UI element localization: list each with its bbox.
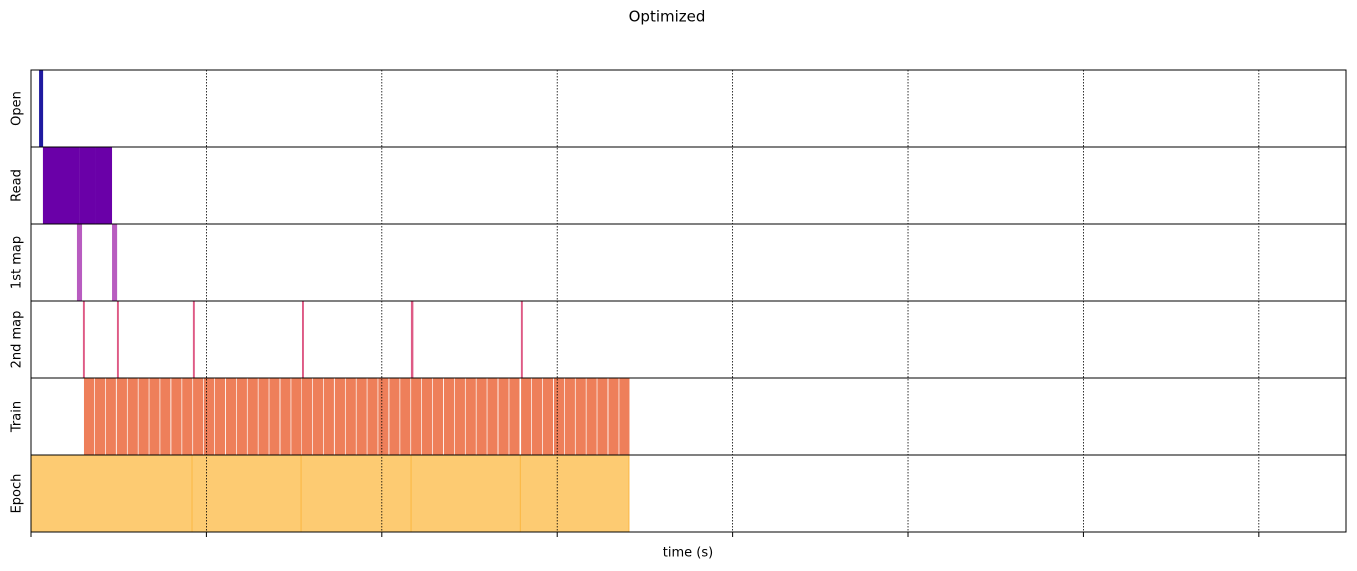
bar <box>301 301 304 378</box>
row-label: 1st map <box>10 236 25 289</box>
row-label: Read <box>10 169 25 202</box>
bar <box>149 378 160 455</box>
bar <box>608 378 619 455</box>
bar <box>498 378 509 455</box>
bar <box>258 378 269 455</box>
bar <box>39 70 44 147</box>
bar <box>94 378 106 455</box>
bar <box>553 378 565 455</box>
bar <box>487 378 498 455</box>
plot-frame <box>30 69 1347 533</box>
bar <box>421 378 433 455</box>
row <box>42 147 113 224</box>
bar <box>520 301 523 378</box>
bar <box>138 378 149 455</box>
bar <box>76 224 83 301</box>
bar <box>454 378 465 455</box>
bar <box>42 147 61 224</box>
bar <box>182 378 193 455</box>
row-label: Epoch <box>10 474 25 514</box>
bar <box>301 378 313 455</box>
bar <box>334 378 345 455</box>
bar <box>82 301 85 378</box>
row <box>82 301 523 378</box>
bar <box>432 378 444 455</box>
bar <box>160 378 171 455</box>
bar <box>60 147 80 224</box>
bar <box>214 378 225 455</box>
bar <box>345 378 356 455</box>
bar <box>291 378 302 455</box>
bar <box>312 378 324 455</box>
row <box>39 70 44 147</box>
bar <box>30 454 193 533</box>
bar <box>112 224 118 301</box>
bar <box>410 301 414 378</box>
bar <box>171 378 182 455</box>
x-axis-label: time (s) <box>663 546 713 561</box>
bar <box>127 378 138 455</box>
bar <box>542 378 554 455</box>
bar <box>586 378 597 455</box>
bar <box>192 301 195 378</box>
bar <box>116 301 119 378</box>
bar <box>400 378 411 455</box>
bar <box>378 378 389 455</box>
bar <box>225 378 237 455</box>
row-label: Train <box>10 401 25 433</box>
bar <box>521 378 532 455</box>
bar <box>519 454 630 533</box>
bar <box>95 147 113 224</box>
bar <box>476 378 487 455</box>
bar <box>411 378 422 455</box>
bar <box>191 454 302 533</box>
bar <box>509 378 520 455</box>
bar <box>323 378 334 455</box>
bar <box>531 378 543 455</box>
row <box>30 454 630 533</box>
row <box>83 378 630 455</box>
bar <box>597 378 608 455</box>
bar <box>105 378 116 455</box>
bar <box>236 378 247 455</box>
bar <box>367 378 378 455</box>
bar <box>269 378 280 455</box>
bar <box>443 378 455 455</box>
chart-title: Optimized <box>629 8 706 26</box>
bar <box>116 378 127 455</box>
bar <box>575 378 586 455</box>
bar <box>247 378 258 455</box>
row <box>76 224 118 301</box>
row-label: Open <box>10 91 25 126</box>
row-label: 2nd map <box>10 311 25 369</box>
bar <box>79 147 96 224</box>
bar <box>465 378 476 455</box>
bar <box>83 378 95 455</box>
bar <box>619 378 630 455</box>
bar <box>193 378 204 455</box>
bar <box>280 378 291 455</box>
bar <box>564 378 575 455</box>
bar <box>300 454 412 533</box>
bar <box>356 378 367 455</box>
bar <box>203 378 215 455</box>
bar <box>389 378 400 455</box>
bar <box>410 454 521 533</box>
